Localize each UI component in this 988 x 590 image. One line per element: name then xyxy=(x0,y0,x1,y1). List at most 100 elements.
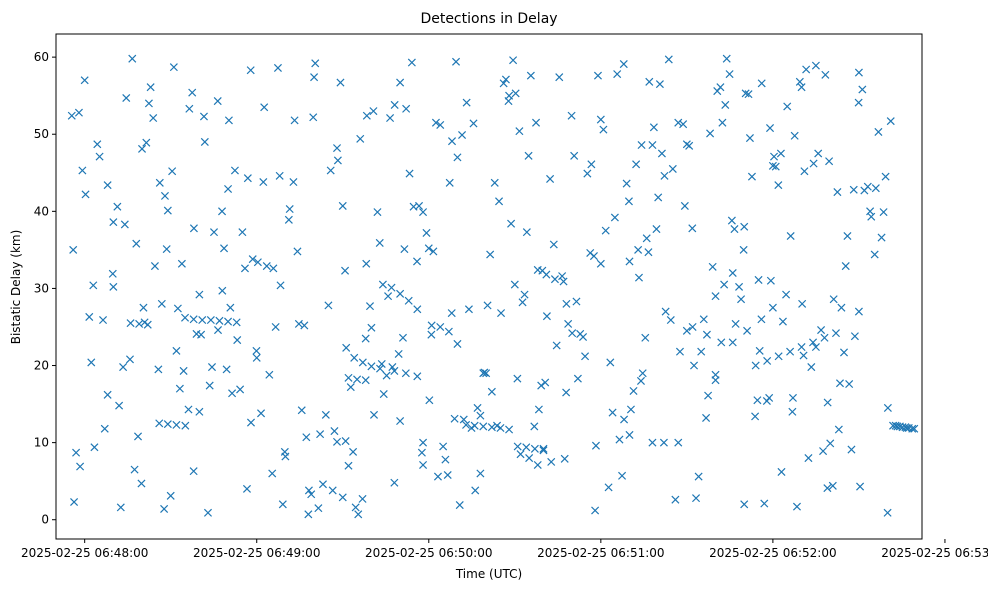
data-point xyxy=(744,90,753,99)
data-point xyxy=(694,472,703,481)
data-point xyxy=(232,318,241,327)
data-point xyxy=(125,355,135,364)
data-point xyxy=(284,215,293,224)
y-tick-label: 10 xyxy=(34,436,49,450)
data-point xyxy=(259,178,268,187)
data-point xyxy=(572,297,581,306)
data-point xyxy=(76,462,85,471)
data-point xyxy=(160,191,169,200)
data-point xyxy=(496,423,505,433)
data-point xyxy=(169,63,178,72)
data-point xyxy=(526,71,535,80)
data-point xyxy=(400,245,409,254)
data-point xyxy=(854,98,863,107)
data-point xyxy=(128,54,137,63)
data-point xyxy=(619,60,628,69)
data-point xyxy=(119,363,128,372)
x-tick-label: 2025-02-25 06:50:00 xyxy=(365,546,492,560)
data-point xyxy=(233,336,242,345)
data-point xyxy=(644,248,653,257)
data-point xyxy=(451,57,461,66)
data-point xyxy=(661,307,670,316)
data-point xyxy=(369,410,379,419)
data-point xyxy=(138,144,147,153)
data-point xyxy=(579,332,588,342)
data-point xyxy=(67,111,76,120)
data-point xyxy=(823,398,832,407)
data-point xyxy=(765,124,775,133)
data-point xyxy=(113,202,122,211)
data-point xyxy=(699,315,708,324)
y-tick-label: 20 xyxy=(34,359,49,373)
data-point xyxy=(728,338,737,347)
data-point xyxy=(834,425,843,434)
data-point xyxy=(533,265,542,274)
data-point xyxy=(203,508,213,517)
data-point xyxy=(100,424,109,433)
data-point xyxy=(788,407,797,416)
data-point xyxy=(564,319,573,328)
data-point xyxy=(429,247,438,256)
data-point xyxy=(415,201,424,210)
data-point xyxy=(384,292,393,301)
data-point xyxy=(835,379,845,388)
data-point xyxy=(792,502,801,511)
data-point xyxy=(382,371,391,380)
data-point xyxy=(690,361,699,370)
data-point xyxy=(361,334,370,343)
data-point xyxy=(788,393,797,402)
data-point xyxy=(262,262,271,271)
data-point xyxy=(530,444,539,453)
data-point xyxy=(253,258,262,267)
data-point xyxy=(157,299,166,308)
data-point xyxy=(404,296,413,305)
data-point xyxy=(608,408,617,417)
data-point xyxy=(737,295,746,304)
data-point xyxy=(341,266,350,275)
data-point xyxy=(163,206,172,215)
data-point xyxy=(407,58,416,67)
data-point xyxy=(725,70,734,79)
data-point xyxy=(831,329,840,338)
data-point xyxy=(238,228,247,237)
data-point xyxy=(850,332,859,341)
data-point xyxy=(332,437,342,446)
data-point xyxy=(185,104,194,113)
data-point xyxy=(858,85,867,94)
data-point xyxy=(302,433,311,442)
data-point xyxy=(427,321,436,330)
data-point xyxy=(610,213,619,222)
y-tick-label: 0 xyxy=(41,513,49,527)
data-point xyxy=(316,430,325,439)
data-point xyxy=(837,303,846,312)
data-point xyxy=(821,70,830,79)
data-point xyxy=(243,174,252,183)
data-point xyxy=(70,497,79,507)
data-point xyxy=(453,153,462,162)
data-point xyxy=(166,491,175,500)
data-point xyxy=(365,302,375,311)
data-point xyxy=(285,204,294,214)
x-axis: 2025-02-25 06:48:00 2025-02-25 06:49:00 20… xyxy=(21,539,988,560)
data-point xyxy=(427,330,436,339)
data-point xyxy=(424,244,433,253)
data-point xyxy=(754,275,763,284)
data-point xyxy=(843,231,852,241)
data-point xyxy=(450,414,459,423)
data-point xyxy=(874,127,883,136)
data-point xyxy=(641,333,650,342)
data-point xyxy=(120,220,129,229)
data-point xyxy=(507,219,516,228)
data-point xyxy=(402,104,411,113)
data-point xyxy=(189,224,198,233)
data-point xyxy=(198,316,207,325)
data-point xyxy=(476,411,485,420)
data-point xyxy=(189,315,198,324)
data-point xyxy=(490,178,499,187)
data-point xyxy=(499,79,508,88)
data-point xyxy=(310,73,319,82)
data-point xyxy=(373,208,382,217)
data-point xyxy=(798,299,807,308)
data-point xyxy=(433,472,442,481)
data-point xyxy=(568,329,577,338)
